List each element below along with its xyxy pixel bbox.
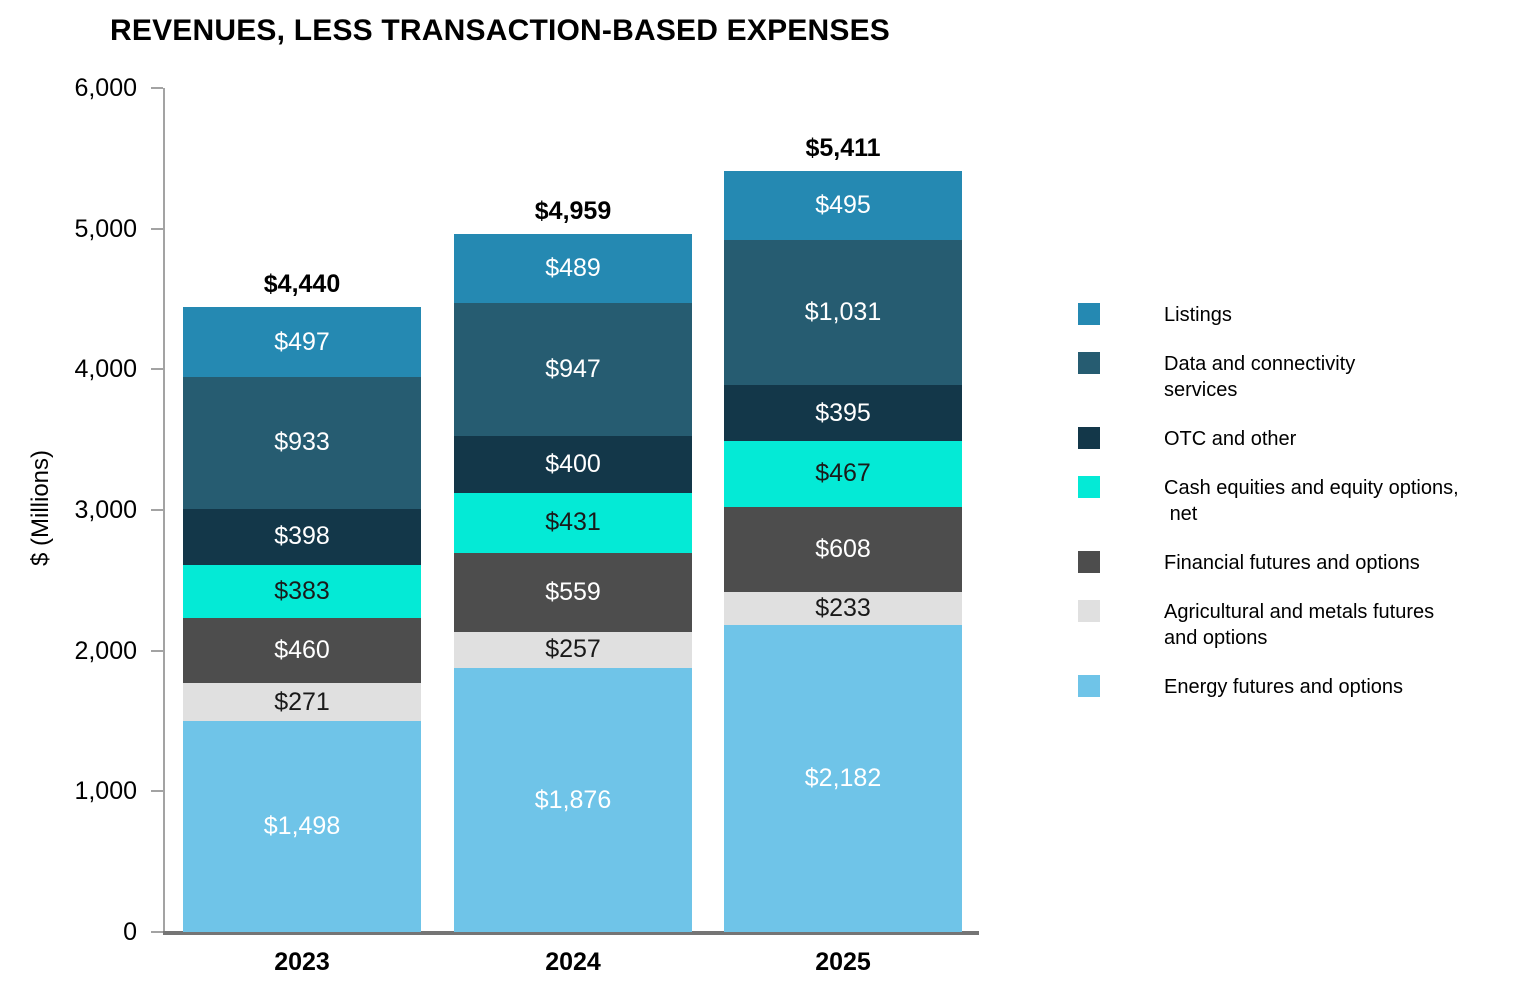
legend-item-label: OTC and other	[1164, 428, 1297, 450]
legend-color-swatch-icon	[1078, 352, 1100, 374]
bar-total-label: $4,959	[534, 197, 612, 226]
bar-2025: $495 $1,031 $395 $467 $608 $233 $2,182	[724, 170, 962, 932]
y-tick-label: 6,000	[74, 74, 137, 102]
x-category-label: 2023	[274, 948, 330, 976]
legend-item: Cash equities and equity options, net	[1078, 475, 1498, 527]
bar-segment: $608	[724, 506, 962, 593]
y-tick-mark	[151, 227, 163, 230]
bar-segment: $1,876	[454, 668, 692, 932]
y-tick-mark	[151, 87, 163, 89]
y-tick-mark	[151, 649, 163, 652]
legend: Listings Data and connectivity services OT…	[1078, 302, 1498, 700]
legend-color-swatch-icon	[1078, 303, 1100, 325]
legend-color-swatch-icon	[1078, 600, 1100, 622]
legend-item: Financial futures and options	[1078, 550, 1498, 576]
bar-total-label: $5,411	[805, 133, 881, 162]
legend-item-label: Financial futures and options	[1164, 552, 1420, 574]
bar-segment: $559	[454, 553, 692, 632]
legend-item: Energy futures and options	[1078, 674, 1498, 700]
y-tick-label: 4,000	[74, 355, 137, 384]
legend-item: Agricultural and metals futures and opti…	[1078, 599, 1498, 651]
bar-segment: $497	[183, 307, 421, 378]
chart-title: REVENUES, LESS TRANSACTION-BASED EXPENSE…	[110, 14, 890, 47]
y-tick-label: 3,000	[74, 496, 137, 524]
x-axis-line	[163, 931, 979, 935]
y-tick-mark	[151, 790, 163, 793]
bar-2024: $489 $947 $400 $431 $559 $257 $1,876	[454, 234, 692, 932]
bar-segment: $271	[183, 683, 421, 722]
bar-segment: $933	[183, 377, 421, 509]
y-tick-mark	[151, 509, 163, 511]
legend-color-swatch-icon	[1078, 551, 1100, 573]
bar-segment: $495	[724, 170, 962, 241]
legend-color-swatch-icon	[1078, 427, 1100, 449]
legend-item-label: Energy futures and options	[1164, 676, 1404, 698]
legend-item: Listings	[1078, 302, 1498, 328]
bar-segment: $431	[454, 492, 692, 554]
bar-total-label: $4,440	[263, 270, 341, 299]
legend-item-label: Listings	[1164, 304, 1232, 326]
bar-segment: $257	[454, 631, 692, 669]
bar-segment: $2,182	[724, 625, 962, 932]
y-tick-label: 0	[123, 918, 137, 946]
bar-2023: $497 $933 $398 $383 $460 $271 $1,498	[183, 307, 421, 932]
legend-color-swatch-icon	[1078, 675, 1100, 697]
legend-item-label: Cash equities and equity options, net	[1164, 477, 1459, 525]
bar-segment: $1,498	[183, 721, 421, 932]
bar-segment: $400	[454, 436, 692, 493]
legend-item-label: Data and connectivity services	[1164, 353, 1356, 401]
legend-item: OTC and other	[1078, 426, 1498, 452]
x-category-label: 2024	[545, 948, 601, 976]
bar-segment: $398	[183, 508, 421, 565]
x-category-label: 2025	[815, 948, 871, 976]
bar-segment: $383	[183, 564, 421, 619]
legend-item: Data and connectivity services	[1078, 351, 1498, 403]
bar-segment: $233	[724, 592, 962, 626]
y-axis-line	[163, 88, 165, 934]
legend-item-label: Agricultural and metals futures and opti…	[1164, 601, 1435, 649]
y-tick-label: 1,000	[74, 777, 137, 806]
bar-segment: $460	[183, 618, 421, 684]
y-tick-label: 5,000	[74, 214, 137, 243]
y-tick-label: 2,000	[74, 636, 137, 665]
y-tick-mark	[151, 368, 163, 371]
bar-segment: $489	[454, 234, 692, 304]
legend-color-swatch-icon	[1078, 476, 1100, 498]
y-tick-mark	[151, 931, 163, 933]
bar-segment: $947	[454, 303, 692, 437]
bar-segment: $395	[724, 385, 962, 442]
bar-segment: $467	[724, 441, 962, 507]
bar-segment: $1,031	[724, 240, 962, 386]
